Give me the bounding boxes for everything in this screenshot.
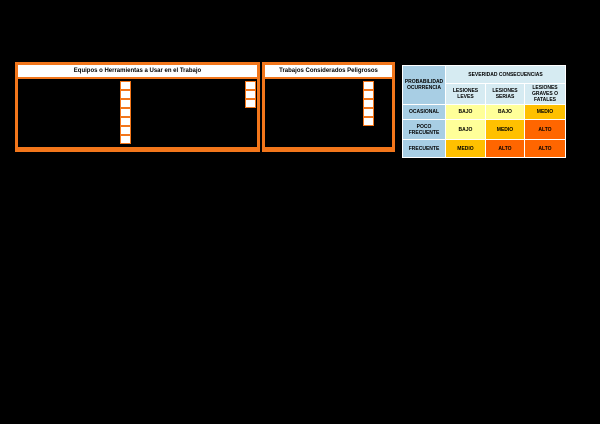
risk-cell-frecuente-graves: ALTO	[525, 140, 565, 157]
risk-cell-frecuente-leves: MEDIO	[446, 140, 485, 157]
checkbox[interactable]	[364, 109, 373, 116]
risk-cell-poco-frecuente-serias: MEDIO	[486, 120, 524, 139]
checkbox[interactable]	[121, 109, 130, 116]
risk-matrix-col-header-serias: LESIONES SERIAS	[486, 84, 524, 104]
risk-matrix-row-label-frecuente: FRECUENTE	[403, 140, 445, 157]
equipment-table: Equipos o Herramientas a Usar en el Trab…	[15, 62, 260, 152]
checkbox[interactable]	[246, 82, 255, 89]
dangerous-works-table: Trabajos Considerados Peligrosos	[262, 62, 395, 152]
risk-matrix-severity-header: SEVERIDAD CONSECUENCIAS	[446, 66, 565, 83]
risk-cell-ocasional-serias: BAJO	[486, 105, 524, 119]
risk-matrix-row-label-ocasional: OCASIONAL	[403, 105, 445, 119]
equipment-table-title: Equipos o Herramientas a Usar en el Trab…	[18, 65, 257, 79]
risk-cell-poco-frecuente-graves: ALTO	[525, 120, 565, 139]
checkbox[interactable]	[364, 91, 373, 98]
checkbox[interactable]	[121, 82, 130, 89]
risk-cell-ocasional-leves: BAJO	[446, 105, 485, 119]
checkbox[interactable]	[121, 118, 130, 125]
checkbox[interactable]	[246, 100, 255, 107]
checkbox[interactable]	[246, 91, 255, 98]
risk-matrix-corner-header: PROBABILIDAD OCURRENCIA	[403, 66, 445, 104]
checkbox[interactable]	[364, 100, 373, 107]
checkbox[interactable]	[121, 136, 130, 143]
risk-matrix-col-header-leves: LESIONES LEVES	[446, 84, 485, 104]
dangerous-works-checkbox-column	[363, 81, 374, 126]
equipment-checkbox-column-1	[120, 81, 131, 144]
equipment-table-body	[18, 79, 257, 145]
risk-matrix: PROBABILIDAD OCURRENCIA SEVERIDAD CONSEC…	[402, 65, 566, 158]
checkbox[interactable]	[121, 100, 130, 107]
checkbox[interactable]	[121, 91, 130, 98]
risk-cell-poco-frecuente-leves: BAJO	[446, 120, 485, 139]
risk-cell-frecuente-serias: ALTO	[486, 140, 524, 157]
checkbox[interactable]	[121, 127, 130, 134]
checkbox[interactable]	[364, 82, 373, 89]
risk-matrix-row-label-poco-frecuente: POCO FRECUENTE	[403, 120, 445, 139]
risk-matrix-col-header-graves: LESIONES GRAVES O FATALES	[525, 84, 565, 104]
risk-cell-ocasional-graves: MEDIO	[525, 105, 565, 119]
checkbox[interactable]	[364, 118, 373, 125]
dangerous-works-table-body	[265, 79, 392, 145]
dangerous-works-table-title: Trabajos Considerados Peligrosos	[265, 65, 392, 79]
equipment-checkbox-column-2	[245, 81, 256, 108]
